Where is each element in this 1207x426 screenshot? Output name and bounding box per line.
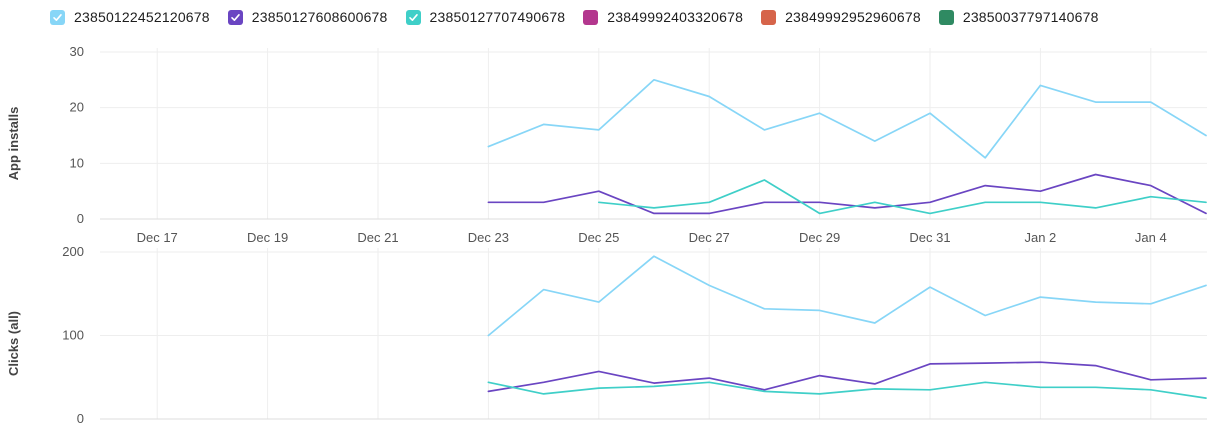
y-axis-title: App installs bbox=[6, 107, 21, 181]
legend-label: 23850127608600678 bbox=[251, 9, 388, 25]
series-line bbox=[487, 173, 1207, 215]
y-tick-label: 30 bbox=[70, 44, 84, 59]
legend-item[interactable]: 23850127707490678 bbox=[405, 9, 566, 25]
legend-item[interactable]: 23849992952960678 bbox=[761, 9, 921, 25]
y-tick-label: 200 bbox=[62, 244, 84, 259]
legend-label: 23850122452120678 bbox=[74, 9, 210, 25]
checkbox-checked-icon[interactable] bbox=[405, 9, 421, 25]
y-tick-label: 0 bbox=[77, 411, 84, 426]
x-tick-label: Dec 21 bbox=[357, 230, 398, 245]
series-line bbox=[487, 361, 1207, 393]
series-line bbox=[487, 78, 1207, 159]
legend-item[interactable]: 23849992403320678 bbox=[583, 9, 743, 25]
color-swatch-icon[interactable] bbox=[583, 9, 599, 25]
x-tick-label: Dec 17 bbox=[137, 230, 178, 245]
y-tick-label: 100 bbox=[62, 328, 84, 343]
legend-item[interactable]: 23850122452120678 bbox=[50, 9, 210, 25]
checkbox-checked-icon[interactable] bbox=[50, 9, 65, 25]
x-tick-label: Dec 23 bbox=[468, 230, 509, 245]
x-tick-label: Dec 29 bbox=[799, 230, 840, 245]
color-swatch-icon[interactable] bbox=[761, 9, 777, 25]
legend-label: 23850127707490678 bbox=[429, 9, 566, 25]
legend-label: 23849992952960678 bbox=[785, 9, 921, 25]
legend-item[interactable]: 23850127608600678 bbox=[227, 9, 388, 25]
y-tick-label: 0 bbox=[77, 211, 84, 226]
color-swatch-icon[interactable] bbox=[938, 9, 954, 25]
series-line bbox=[487, 381, 1207, 399]
x-tick-label: Dec 25 bbox=[578, 230, 619, 245]
legend-item[interactable]: 23850037797140678 bbox=[938, 9, 1099, 25]
x-tick-label: Jan 4 bbox=[1135, 230, 1167, 245]
y-axis-title: Clicks (all) bbox=[6, 311, 21, 376]
x-tick-label: Dec 31 bbox=[909, 230, 950, 245]
checkbox-checked-icon[interactable] bbox=[227, 9, 243, 25]
x-tick-label: Dec 27 bbox=[689, 230, 730, 245]
series-line bbox=[487, 255, 1207, 337]
x-tick-label: Dec 19 bbox=[247, 230, 288, 245]
legend: 23850122452120678 23850127608600678 238501… bbox=[50, 6, 1117, 28]
legend-label: 23850037797140678 bbox=[962, 9, 1099, 25]
app-installs-panel: 0 10 20 30 App installs Dec 17 Dec 19 Dec 21 Dec… bbox=[6, 44, 1207, 245]
y-tick-label: 20 bbox=[70, 100, 84, 115]
series-line bbox=[597, 179, 1207, 215]
y-tick-label: 10 bbox=[70, 155, 84, 170]
x-tick-label: Jan 2 bbox=[1024, 230, 1056, 245]
legend-label: 23849992403320678 bbox=[607, 9, 744, 25]
clicks-panel: 0 100 200 Clicks (all) bbox=[6, 244, 1207, 426]
